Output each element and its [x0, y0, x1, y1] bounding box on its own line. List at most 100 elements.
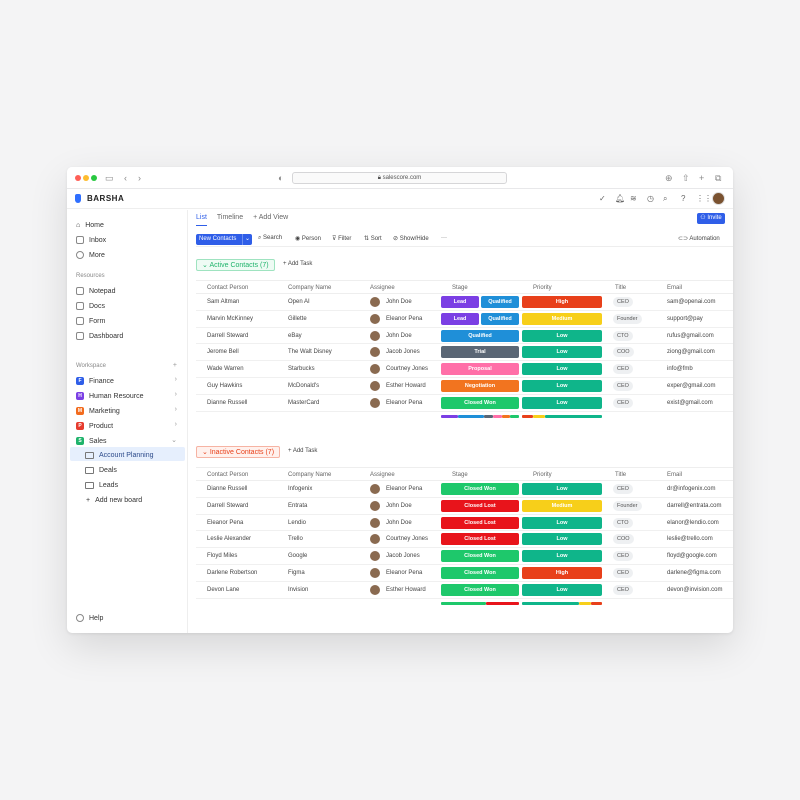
table-row[interactable]: Marvin McKinney Gillette Eleanor Pena Lead Q… — [196, 311, 733, 328]
new-contacts-button[interactable]: New Contacts ⌄ — [196, 234, 252, 245]
activity-icon[interactable]: ≋ — [630, 194, 637, 203]
priority-badge[interactable]: Low — [522, 346, 602, 359]
stage-badge[interactable]: Lead — [441, 312, 479, 325]
stage-badge[interactable]: Closed Won — [441, 396, 519, 409]
stage-badge[interactable]: Qualified — [441, 329, 519, 342]
table-row[interactable]: Eleanor Pena Lendio John Doe Closed Lost Low… — [196, 515, 733, 532]
check-circle-icon[interactable]: ✓ — [599, 194, 606, 203]
table-row[interactable]: Darrell Steward Entrata John Doe Closed Los… — [196, 498, 733, 515]
add-workspace-icon[interactable]: + — [172, 362, 177, 369]
stage-badge[interactable]: Closed Won — [441, 483, 519, 495]
table-row[interactable]: Guy Hawkins McDonald's Esther Howard Negoti… — [196, 378, 733, 395]
workspace-marketing[interactable]: M Marketing — [76, 405, 120, 417]
sidebar-item-inbox[interactable]: Inbox — [76, 234, 106, 246]
table-row[interactable]: Dianne Russell MasterCard Eleanor Pena Clos… — [196, 395, 733, 412]
sidebar-item-docs[interactable]: Docs — [76, 300, 105, 312]
table-row[interactable]: Darlene Robertson Figma Eleanor Pena Closed… — [196, 565, 733, 582]
workspace-product[interactable]: P Product — [76, 420, 113, 432]
priority-badge[interactable]: High — [522, 567, 602, 579]
priority-badge[interactable]: Medium — [522, 312, 602, 325]
chevron-right-icon[interactable]: › — [174, 406, 177, 413]
tab-list[interactable]: List — [196, 214, 207, 226]
sort-button[interactable]: ⇅ Sort — [364, 235, 382, 242]
filter-button[interactable]: ⊽ Filter — [332, 235, 351, 242]
help-icon[interactable]: ? — [681, 194, 686, 203]
search-button[interactable]: ⌕ Search — [258, 235, 282, 242]
stage-badge[interactable]: Lead — [441, 296, 479, 308]
priority-badge[interactable]: Low — [522, 516, 602, 529]
chevron-down-icon[interactable]: ⌄ — [242, 234, 252, 245]
apps-grid-icon[interactable]: ⋮⋮ — [696, 194, 712, 203]
active-contacts-toggle[interactable]: ⌄ Active Contacts (7) — [196, 259, 275, 271]
priority-badge[interactable]: Low — [522, 583, 602, 596]
stage-badge[interactable]: Closed Won — [441, 567, 519, 579]
stage-badge[interactable]: Closed Won — [441, 583, 519, 596]
sidebar-item-dashboard[interactable]: Dashboard — [76, 330, 123, 342]
more-options-button[interactable]: ··· — [441, 235, 447, 241]
stage-badge[interactable]: Proposal — [441, 363, 519, 376]
priority-badge[interactable]: Low — [522, 533, 602, 546]
column-company-name[interactable]: Company Name — [288, 285, 332, 291]
sidebar-item-more[interactable]: More — [76, 249, 105, 261]
column-title[interactable]: Title — [615, 285, 627, 291]
clock-icon[interactable]: ◷ — [647, 194, 654, 203]
priority-badge[interactable]: Low — [522, 550, 602, 563]
table-row[interactable]: Jerome Bell The Walt Disney Jacob Jones Tri… — [196, 344, 733, 362]
address-bar[interactable]: 🔒︎ salescore.com — [292, 172, 507, 184]
workspace-sales[interactable]: S Sales — [76, 435, 107, 447]
stage-badge[interactable]: Closed Lost — [441, 533, 519, 546]
column-title[interactable]: Title — [615, 472, 627, 478]
back-icon[interactable]: ‹ — [124, 173, 127, 183]
add-task-button[interactable]: + Add Task — [283, 261, 313, 267]
priority-badge[interactable]: Low — [522, 329, 602, 342]
minimize-window-button[interactable] — [83, 175, 89, 181]
share-icon[interactable]: ⇧ — [682, 173, 690, 183]
stage-badge[interactable]: Qualified — [481, 296, 519, 308]
privacy-shield-icon[interactable]: ◐ — [278, 173, 284, 183]
help-button[interactable]: Help — [76, 612, 103, 624]
column-assignee[interactable]: Assignee — [370, 472, 395, 478]
add-task-button[interactable]: + Add Task — [288, 448, 318, 454]
sidebar-toggle-icon[interactable]: ▭ — [105, 173, 114, 183]
column-contact-person[interactable]: Contact Person — [207, 472, 249, 478]
board-account-planning[interactable]: Account Planning — [85, 449, 153, 461]
sidebar-item-form[interactable]: Form — [76, 315, 105, 327]
new-tab-icon[interactable]: + — [699, 173, 705, 183]
sidebar-item-notepad[interactable]: Notepad — [76, 285, 115, 297]
chevron-right-icon[interactable]: › — [174, 376, 177, 383]
maximize-window-button[interactable] — [91, 175, 97, 181]
bell-icon[interactable]: 🔔︎ — [615, 194, 626, 203]
inactive-contacts-toggle[interactable]: ⌄ Inactive Contacts (7) — [196, 446, 281, 458]
table-row[interactable]: Floyd Miles Google Jacob Jones Closed Won Lo… — [196, 548, 733, 565]
priority-badge[interactable]: Low — [522, 396, 602, 409]
close-window-button[interactable] — [75, 175, 81, 181]
automation-button[interactable]: ⊂⊃ Automation — [678, 235, 720, 242]
board-leads[interactable]: Leads — [85, 479, 118, 491]
column-company-name[interactable]: Company Name — [288, 472, 332, 478]
priority-badge[interactable]: Low — [522, 483, 602, 495]
tabs-overview-icon[interactable]: ⧉ — [715, 173, 722, 183]
person-button[interactable]: ◉ Person — [295, 235, 321, 242]
show-hide-button[interactable]: ⊘ Show/Hide — [393, 235, 429, 242]
stage-badge[interactable]: Trial — [441, 346, 519, 359]
workspace-human-resource[interactable]: H Human Resource — [76, 390, 143, 402]
priority-badge[interactable]: Low — [522, 380, 602, 392]
tab-add-view[interactable]: + Add View — [253, 214, 289, 221]
chevron-right-icon[interactable]: › — [174, 421, 177, 428]
workspace-finance[interactable]: F Finance — [76, 375, 114, 387]
table-row[interactable]: Darrell Steward eBay John Doe Qualified Low C… — [196, 328, 733, 345]
column-contact-person[interactable]: Contact Person — [207, 285, 249, 291]
column-email[interactable]: Email — [667, 472, 683, 478]
priority-badge[interactable]: Low — [522, 363, 602, 376]
add-new-board-button[interactable]: + Add new board — [86, 494, 142, 506]
column-stage[interactable]: Stage — [452, 285, 468, 291]
chevron-down-icon[interactable]: ⌄ — [171, 437, 177, 444]
board-deals[interactable]: Deals — [85, 464, 117, 476]
stage-badge[interactable]: Closed Won — [441, 550, 519, 563]
priority-badge[interactable]: Medium — [522, 499, 602, 512]
stage-badge[interactable]: Closed Lost — [441, 499, 519, 512]
search-icon[interactable]: ⌕ — [663, 194, 668, 203]
table-row[interactable]: Sam Altman Open AI John Doe Lead Qualified Hi… — [196, 294, 733, 311]
column-stage[interactable]: Stage — [452, 472, 468, 478]
user-avatar[interactable] — [712, 192, 725, 205]
